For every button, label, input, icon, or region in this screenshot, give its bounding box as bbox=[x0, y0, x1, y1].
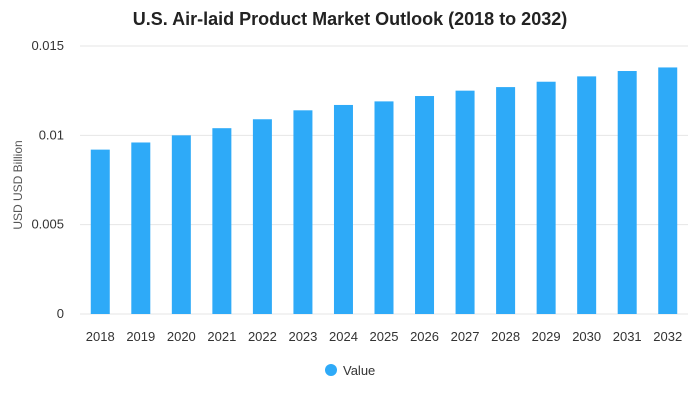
x-tick-label: 2020 bbox=[167, 329, 196, 344]
y-tick-label: 0.01 bbox=[39, 127, 64, 142]
x-tick-label: 2030 bbox=[572, 329, 601, 344]
bar-2024[interactable] bbox=[333, 104, 353, 315]
x-ticks: 2018 2019 2020 2021 2022 2023 2024 2025 2026 2027… bbox=[86, 329, 682, 344]
bar-2026[interactable] bbox=[415, 96, 435, 314]
bar-2032[interactable] bbox=[658, 67, 678, 314]
bar-2023[interactable] bbox=[293, 110, 313, 314]
x-tick-label: 2026 bbox=[410, 329, 439, 344]
x-tick-label: 2032 bbox=[653, 329, 682, 344]
x-tick-label: 2027 bbox=[451, 329, 480, 344]
legend-marker-value[interactable] bbox=[325, 364, 337, 376]
bar-2020[interactable] bbox=[171, 135, 191, 314]
bar-2028[interactable] bbox=[496, 87, 516, 315]
x-tick-label: 2025 bbox=[370, 329, 399, 344]
y-tick-label: 0.015 bbox=[31, 38, 64, 53]
legend-label-value[interactable]: Value bbox=[343, 363, 375, 378]
x-tick-label: 2029 bbox=[532, 329, 561, 344]
bar-2025[interactable] bbox=[374, 101, 394, 315]
y-axis-label: USD USD Billion bbox=[11, 140, 25, 229]
bar-2021[interactable] bbox=[212, 128, 232, 314]
bar-2031[interactable] bbox=[617, 71, 637, 314]
x-tick-label: 2031 bbox=[613, 329, 642, 344]
bar-2022[interactable] bbox=[252, 119, 272, 315]
legend[interactable]: Value bbox=[325, 363, 375, 378]
x-tick-label: 2022 bbox=[248, 329, 277, 344]
x-tick-label: 2028 bbox=[491, 329, 520, 344]
x-tick-label: 2019 bbox=[126, 329, 155, 344]
bar-2019[interactable] bbox=[131, 142, 151, 314]
x-tick-label: 2018 bbox=[86, 329, 115, 344]
y-tick-label: 0 bbox=[57, 306, 64, 321]
x-tick-label: 2024 bbox=[329, 329, 358, 344]
chart-title: U.S. Air-laid Product Market Outlook (20… bbox=[133, 9, 567, 29]
y-tick-label: 0.005 bbox=[31, 217, 64, 232]
bars bbox=[90, 67, 678, 315]
bar-2030[interactable] bbox=[577, 76, 597, 314]
bar-2018[interactable] bbox=[90, 149, 110, 314]
bar-2029[interactable] bbox=[536, 81, 556, 314]
x-tick-label: 2021 bbox=[207, 329, 236, 344]
y-ticks: 0 0.005 0.01 0.015 bbox=[31, 38, 64, 321]
bar-2027[interactable] bbox=[455, 90, 475, 315]
x-tick-label: 2023 bbox=[288, 329, 317, 344]
